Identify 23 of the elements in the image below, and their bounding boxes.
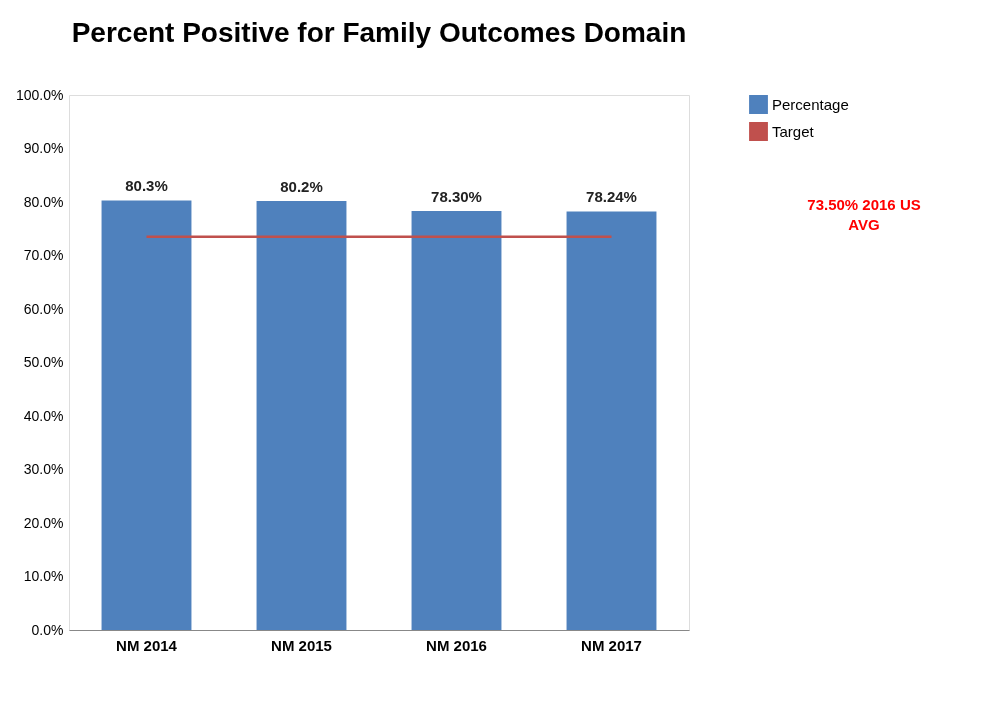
y-tick-label: 100.0% <box>16 86 64 103</box>
y-tick-label: 0.0% <box>31 621 64 638</box>
data-label: 80.2% <box>280 177 323 195</box>
y-tick-label: 30.0% <box>23 461 64 477</box>
y-tick-label: 60.0% <box>23 300 64 317</box>
chart-title: Percent Positive for Family Outcomes Domain <box>71 17 687 48</box>
text: 73.50% 2016 US AVG <box>807 196 921 233</box>
y-tick-label: 40.0% <box>23 407 64 424</box>
y-tick-label: 50.0% <box>23 354 64 370</box>
y-tick-label: 90.0% <box>23 140 64 156</box>
data-label: 78.24% <box>586 188 637 206</box>
legend-label: Percentage <box>772 95 849 113</box>
y-tick-label: 80.0% <box>23 193 64 210</box>
x-tick-label: NM 2015 <box>271 636 332 654</box>
y-tick-label: 70.0% <box>23 247 64 263</box>
x-tick-label: NM 2016 <box>426 636 487 654</box>
y-tick-label: 20.0% <box>23 514 64 531</box>
data-label: 78.30% <box>431 188 482 206</box>
data-label: 80.3% <box>125 177 168 195</box>
legend-label: Target <box>772 122 815 140</box>
y-tick-label: 10.0% <box>23 568 64 584</box>
x-tick-label: NM 2014 <box>116 636 178 654</box>
x-tick-label: NM 2017 <box>581 636 642 654</box>
